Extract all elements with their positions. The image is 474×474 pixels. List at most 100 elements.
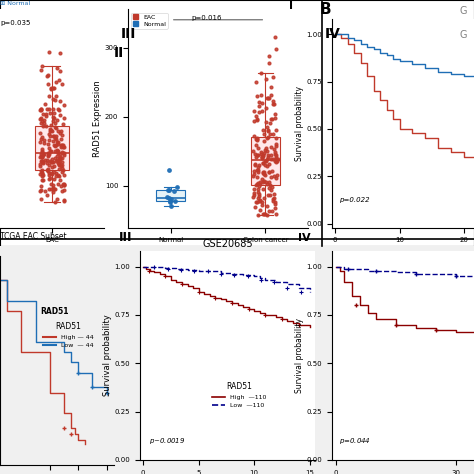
Point	[60, 197, 67, 205]
Point	[60, 181, 67, 188]
Point	[254, 185, 261, 193]
Point	[60, 149, 67, 156]
Point	[38, 134, 46, 141]
Point	[273, 171, 281, 179]
Point	[255, 182, 263, 190]
Point	[36, 187, 44, 195]
Point	[38, 169, 46, 176]
Point	[267, 155, 274, 163]
Point	[58, 142, 66, 149]
Point	[256, 179, 264, 186]
Point	[264, 147, 271, 155]
Point	[267, 116, 275, 123]
Point	[269, 155, 277, 163]
Point	[55, 165, 63, 173]
Point	[52, 124, 60, 132]
Point	[52, 79, 60, 86]
Point	[37, 157, 45, 164]
Point	[37, 195, 45, 202]
Point	[36, 106, 44, 114]
Point	[36, 66, 44, 74]
Point	[60, 181, 68, 189]
Point	[272, 143, 280, 150]
Point	[250, 190, 257, 197]
Point	[255, 109, 263, 116]
Point	[49, 188, 56, 196]
Point	[255, 197, 263, 204]
Point	[255, 162, 263, 169]
Point	[269, 97, 276, 105]
Point	[51, 96, 59, 104]
Point	[253, 135, 260, 143]
Point	[45, 93, 53, 100]
Point	[261, 146, 268, 154]
Point	[274, 155, 282, 163]
Point	[270, 190, 277, 198]
Point	[167, 203, 175, 210]
Point	[46, 171, 53, 179]
Point	[52, 132, 59, 139]
Point	[273, 174, 280, 182]
Point	[37, 106, 45, 113]
Point	[254, 144, 261, 151]
Point	[271, 114, 279, 122]
Point	[259, 151, 267, 158]
Point	[50, 141, 58, 149]
Point	[268, 183, 276, 191]
Point	[267, 186, 275, 194]
Point	[36, 170, 44, 178]
Point	[254, 167, 261, 174]
Point	[52, 198, 59, 206]
Point	[39, 122, 46, 130]
Point	[37, 135, 45, 142]
Point	[52, 119, 59, 127]
Point	[49, 113, 57, 121]
Point	[61, 172, 68, 179]
Point	[252, 141, 260, 149]
Point	[253, 173, 261, 181]
Point	[173, 183, 181, 191]
Point	[49, 96, 57, 103]
Point	[37, 114, 45, 122]
Point	[258, 108, 265, 115]
Point	[52, 135, 60, 143]
Text: $p$=0.044: $p$=0.044	[339, 436, 371, 446]
Point	[251, 150, 259, 157]
Point	[40, 120, 47, 128]
Point	[253, 116, 260, 124]
Point	[260, 149, 268, 157]
Point	[57, 135, 64, 143]
Point	[252, 181, 259, 189]
Point	[269, 73, 276, 81]
Point	[264, 202, 271, 210]
Point	[260, 159, 267, 167]
Point	[55, 160, 63, 167]
Point	[264, 133, 272, 141]
Point	[273, 153, 280, 161]
Text: III: III	[119, 231, 132, 244]
Point	[56, 111, 64, 119]
PathPatch shape	[36, 126, 69, 170]
Point	[43, 159, 51, 166]
Point	[54, 64, 61, 72]
Point	[48, 147, 55, 155]
Point	[253, 115, 261, 123]
Point	[263, 144, 270, 152]
Point	[53, 148, 61, 155]
Point	[41, 156, 48, 164]
Point	[46, 127, 54, 134]
Point	[36, 162, 44, 170]
PathPatch shape	[251, 137, 280, 185]
Point	[44, 167, 51, 174]
Point	[270, 145, 278, 152]
Point	[60, 186, 68, 193]
Text: IV: IV	[325, 27, 340, 41]
Point	[43, 105, 50, 112]
Text: I: I	[289, 0, 293, 10]
Point	[36, 116, 44, 123]
Point	[49, 132, 57, 140]
Point	[253, 166, 261, 173]
Point	[39, 110, 46, 118]
Point	[253, 135, 261, 142]
Point	[50, 184, 57, 192]
